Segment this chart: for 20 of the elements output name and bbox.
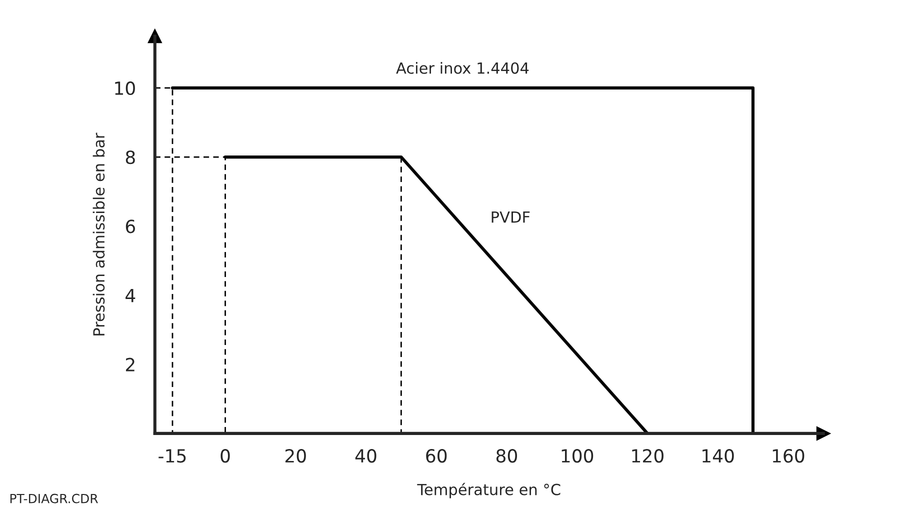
x-tick-label: 140 [702,449,734,463]
y-tick-label: 8 [126,150,135,164]
y-tick-label: 10 [115,81,135,96]
text: PT-DIAGR.CDR [10,494,98,504]
x-tick-label: 160 [772,449,804,463]
x-axis-title: Température en °C [417,482,560,498]
x-tick-label: 0 [220,449,230,463]
y-tick-label: 2 [126,358,134,372]
x-tick-label: 120 [632,449,664,463]
x-tick-label: -15 [158,449,186,463]
series-label: Acier inox 1.4404 [396,62,529,74]
y-tick-label: 6 [126,220,136,234]
x-tick-label: 20 [285,449,306,463]
y-tick-label: 4 [126,288,136,302]
x-tick-label: 40 [355,449,376,463]
x-tick-label: 60 [426,449,447,463]
series-label: PVDF [492,211,530,223]
x-tick-label: 100 [562,449,594,463]
x-tick-label: 80 [496,449,517,463]
y-axis-title: Pression admissible en bar [92,132,105,336]
